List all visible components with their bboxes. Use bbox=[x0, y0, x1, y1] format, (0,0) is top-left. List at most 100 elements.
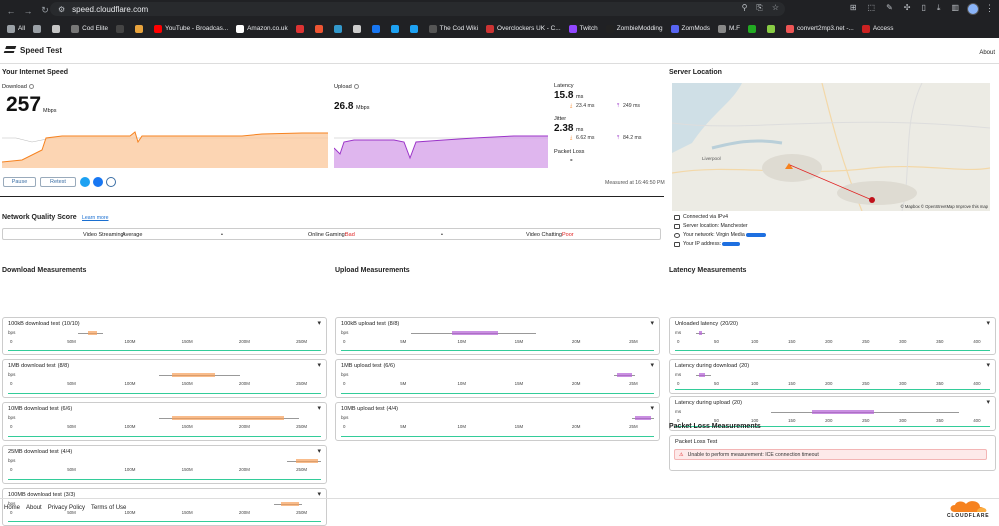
bookmark-item[interactable]: M.F bbox=[714, 22, 744, 35]
bookmark-item[interactable]: Overclockers UK - C... bbox=[482, 22, 565, 35]
chevron-down-icon[interactable]: ▾ bbox=[986, 362, 990, 369]
download-icon[interactable]: ⤓ bbox=[936, 3, 941, 12]
chevron-down-icon[interactable]: ▾ bbox=[986, 320, 990, 327]
split-view-icon[interactable]: ▥ bbox=[951, 3, 959, 12]
chevron-down-icon[interactable]: ▾ bbox=[317, 405, 321, 412]
bookmark-item[interactable] bbox=[29, 22, 48, 35]
measurement-panel[interactable]: Unloaded latency (20/20) ▾ ms 0 50 100 150 200 25… bbox=[669, 317, 996, 355]
puzzle-icon[interactable]: ✣ bbox=[903, 3, 911, 12]
chevron-down-icon[interactable]: ▾ bbox=[317, 448, 321, 455]
axis-ticks: 0 5M 10M 15M 20M 25M bbox=[343, 424, 652, 430]
bookmark-item[interactable] bbox=[387, 22, 406, 35]
cloudflare-logo[interactable]: CLOUDFLARE bbox=[947, 499, 991, 519]
map-attribution[interactable]: © Mapbox © OpenStreetMap Improve this ma… bbox=[900, 204, 988, 209]
sidebar-icon[interactable]: ▯ bbox=[921, 3, 926, 12]
profile-avatar[interactable] bbox=[967, 3, 979, 15]
chevron-down-icon[interactable]: ▾ bbox=[650, 320, 654, 327]
bookmark-item[interactable]: ZombieModding bbox=[602, 22, 667, 35]
axis-unit: ms bbox=[675, 372, 682, 377]
measurement-panel[interactable]: Latency during upload (20) ▾ ms 0 50 100 150 200… bbox=[669, 396, 996, 431]
chevron-down-icon[interactable]: ▾ bbox=[650, 362, 654, 369]
measurement-panel[interactable]: 25MB download test (4/4) ▾ bps 0 50M 100M 150M 2… bbox=[2, 445, 327, 484]
bookmark-item[interactable] bbox=[292, 22, 311, 35]
axis-tick-label: 0 bbox=[10, 510, 13, 515]
bookmark-item[interactable] bbox=[368, 22, 387, 35]
bookmark-item[interactable]: YouTube - Broadcas... bbox=[150, 22, 232, 35]
bookmark-item[interactable] bbox=[311, 22, 330, 35]
bookmark-item[interactable] bbox=[48, 22, 67, 35]
chevron-down-icon[interactable]: ▾ bbox=[986, 399, 990, 406]
bookmark-item[interactable] bbox=[349, 22, 368, 35]
bookmark-item[interactable]: Access bbox=[858, 22, 898, 35]
axis-tick-label: 50M bbox=[67, 339, 76, 344]
footer-about-link[interactable]: About bbox=[26, 505, 42, 511]
search-icon[interactable]: ⚲ bbox=[741, 3, 748, 12]
measurement-panel[interactable]: 1MB download test (8/8) ▾ bps 0 50M 100M 150M 20… bbox=[2, 359, 327, 398]
packet-loss-title: Packet Loss Measurements bbox=[669, 423, 761, 430]
footer-home-link[interactable]: Home bbox=[4, 505, 21, 511]
twitter-share-icon[interactable] bbox=[80, 177, 90, 187]
bookmark-item[interactable]: Cod Elite bbox=[67, 22, 112, 35]
forward-icon[interactable]: → bbox=[23, 5, 33, 16]
info-share-icon[interactable] bbox=[106, 177, 116, 187]
axis-tick-label: 0 bbox=[677, 418, 680, 423]
site-info-icon[interactable]: ⚙ bbox=[58, 4, 66, 14]
chevron-down-icon[interactable]: ▾ bbox=[650, 405, 654, 412]
share-icon[interactable]: ⎘ bbox=[756, 3, 763, 12]
measurement-panel[interactable]: 1MB upload test (6/6) ▾ bps 0 5M 10M 15M 20M 25M bbox=[335, 359, 660, 398]
bookmark-item[interactable]: The Cod Wiki bbox=[425, 22, 482, 35]
learn-more-link[interactable]: Learn more bbox=[82, 215, 109, 221]
axis-tick-label: 100M bbox=[124, 381, 136, 386]
bookmark-item[interactable] bbox=[131, 22, 150, 35]
chevron-down-icon[interactable]: ▾ bbox=[317, 320, 321, 327]
measurement-count: (20) bbox=[732, 400, 743, 406]
packet-loss-value: - bbox=[570, 155, 573, 164]
info-icon[interactable] bbox=[354, 84, 359, 89]
extension-icon[interactable]: ✎ bbox=[886, 3, 893, 12]
bookmark-item[interactable] bbox=[112, 22, 131, 35]
axis-ticks: 0 50M 100M 150M 200M 250M bbox=[10, 467, 319, 473]
bookmark-item[interactable] bbox=[763, 22, 782, 35]
axis-tick-label: 250M bbox=[296, 339, 308, 344]
map-road bbox=[672, 121, 990, 129]
cloudflare-cloud-icon bbox=[950, 501, 987, 512]
retest-button[interactable]: Retest bbox=[40, 177, 76, 187]
menu-icon[interactable]: ⋮ bbox=[985, 3, 994, 13]
bookmarks-bar: All Cod Elite YouTube - Broadcas... Amazon.… bbox=[0, 21, 999, 36]
measurement-panel[interactable]: 100kB upload test (8/8) ▾ bps 0 5M 10M 15M 20M 25… bbox=[335, 317, 660, 355]
back-icon[interactable]: ← bbox=[6, 5, 16, 16]
bookmark-item[interactable] bbox=[330, 22, 349, 35]
bookmark-item[interactable]: convert2mp3.net -... bbox=[782, 22, 858, 35]
bookmark-item[interactable]: Amazon.co.uk bbox=[232, 22, 292, 35]
extensions-area: ⊞ ⬚ ✎ ✣ ▯ ⤓ ▥ bbox=[850, 3, 959, 13]
bookmark-item[interactable] bbox=[406, 22, 425, 35]
axis-ticks: 0 50 100 150 200 250 300 350 400 bbox=[677, 339, 988, 345]
info-icon[interactable] bbox=[29, 84, 34, 89]
about-link[interactable]: About bbox=[979, 50, 995, 56]
reload-icon[interactable]: ↻ bbox=[41, 5, 49, 15]
measurement-panel[interactable]: Latency during download (20) ▾ ms 0 50 100 150 2… bbox=[669, 359, 996, 394]
chevron-down-icon[interactable]: ▾ bbox=[317, 491, 321, 498]
measurement-panel[interactable]: 10MB upload test (4/4) ▾ bps 0 5M 10M 15M 20M 25M bbox=[335, 402, 660, 441]
extension-icon[interactable]: ⬚ bbox=[867, 3, 876, 12]
pause-button[interactable]: Pause bbox=[3, 177, 36, 187]
axis-tick-label: 200M bbox=[238, 467, 250, 472]
bookmark-star-icon[interactable]: ☆ bbox=[771, 3, 779, 12]
bookmark-item[interactable]: All bbox=[3, 22, 29, 35]
extension-icon[interactable]: ⊞ bbox=[849, 3, 857, 12]
user-location-marker bbox=[869, 197, 875, 203]
measurement-panel[interactable]: 100kB download test (10/10) ▾ bps 0 50M 100M 15… bbox=[2, 317, 327, 355]
bookmark-favicon-icon bbox=[371, 24, 380, 33]
server-map[interactable]: Liverpool © Mapbox © OpenStreetMap Impro… bbox=[672, 83, 990, 211]
measurement-panel[interactable]: 10MB download test (6/6) ▾ bps 0 50M 100M 150M 2… bbox=[2, 402, 327, 441]
footer-terms-link[interactable]: Terms of Use bbox=[91, 505, 127, 511]
bookmark-item[interactable]: ZomMods bbox=[667, 22, 714, 35]
facebook-share-icon[interactable] bbox=[93, 177, 103, 187]
address-bar[interactable]: ⚙ speed.cloudflare.com ⚲ ⎘ ☆ bbox=[50, 2, 785, 16]
bookmark-item[interactable]: Twitch bbox=[565, 22, 602, 35]
axis-tick-label: 150 bbox=[788, 381, 796, 386]
measurement-name: 1MB download test bbox=[8, 363, 56, 369]
footer-privacy-link[interactable]: Privacy Policy bbox=[47, 505, 86, 511]
chevron-down-icon[interactable]: ▾ bbox=[317, 362, 321, 369]
bookmark-item[interactable] bbox=[744, 22, 763, 35]
